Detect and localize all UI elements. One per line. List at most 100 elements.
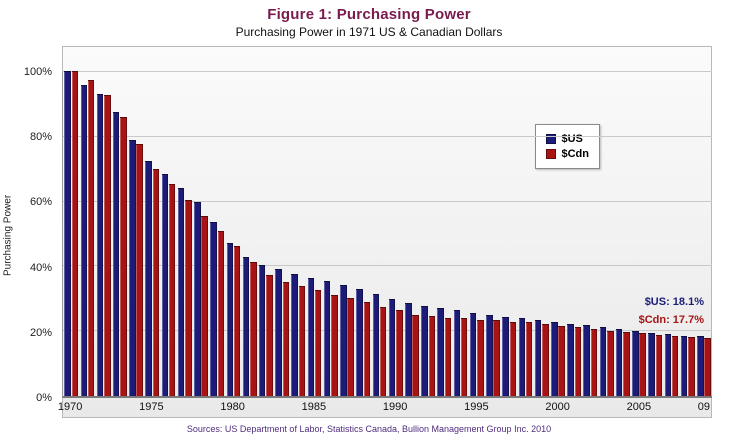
bar-cdn-1985	[314, 290, 322, 396]
bar-cdn-1982	[266, 274, 273, 396]
bar-us-1997	[502, 316, 509, 396]
bar-cdn-1987	[347, 298, 354, 396]
gridline	[63, 71, 712, 72]
y-tick-label: 100%	[23, 66, 52, 78]
bar-us-2002	[583, 325, 590, 396]
bar-us-1971	[80, 84, 87, 396]
bar-us-1992	[421, 305, 428, 396]
bar-cdn-1999	[542, 323, 549, 396]
bar-us-1993	[437, 308, 444, 396]
bar-cdn-1979	[217, 230, 225, 396]
bar-cdn-1973	[120, 116, 127, 396]
bar-us-1970	[64, 71, 71, 396]
bar-cdn-1980	[233, 245, 241, 396]
bar-cdn-1995	[477, 319, 484, 396]
bar-us-1980	[226, 242, 234, 396]
x-tick-label: 1995	[464, 401, 489, 413]
x-tick-label: 09	[697, 401, 710, 413]
x-tick-label: 1980	[220, 401, 245, 413]
gridline	[63, 265, 712, 267]
bar-us-1986	[323, 280, 331, 396]
bar-cdn-1984	[298, 286, 306, 396]
bar-cdn-1992	[428, 315, 436, 396]
gridline	[63, 135, 712, 137]
chart-subtitle: Purchasing Power in 1971 US & Canadian D…	[235, 25, 503, 39]
bar-us-1988	[356, 289, 363, 396]
x-tick-label: 1990	[382, 401, 408, 413]
legend: $US $Cdn	[534, 124, 600, 169]
y-tick-label: 40%	[29, 261, 52, 274]
y-tick-label: 0%	[36, 392, 52, 404]
bar-cdn-1981	[250, 262, 257, 396]
bar-us-1974	[129, 140, 136, 396]
bar-us-1981	[242, 256, 250, 396]
legend-label-us: $US	[561, 133, 583, 145]
bar-us-1998	[518, 317, 526, 396]
bar-cdn-1991	[412, 314, 419, 396]
bar-cdn-2003	[607, 330, 614, 396]
x-axis-tick-labels: 1970 1975 1980 1985 1990 1995 2000 2005 09	[58, 401, 712, 415]
bar-us-2008	[680, 336, 688, 396]
bar-cdn-1990	[396, 310, 403, 396]
bar-cdn-1996	[493, 320, 500, 396]
bar-us-2007	[664, 334, 672, 396]
bar-cdn-2002	[590, 329, 598, 396]
bar-cdn-1974	[136, 144, 143, 396]
bar-cdn-1994	[460, 317, 468, 396]
bar-us-1984	[291, 274, 298, 396]
x-tick-label: 1985	[301, 401, 327, 413]
bar-us-2009	[697, 336, 704, 396]
y-tick-label: 20%	[29, 326, 52, 339]
bar-cdn-1970	[71, 71, 79, 396]
y-axis-tick-labels: 0% 20% 40% 60% 80% 100%	[14, 66, 58, 404]
bar-us-1996	[486, 314, 493, 396]
bar-us-1973	[112, 111, 120, 396]
bar-us-2006	[648, 332, 655, 396]
bar-us-1983	[275, 268, 282, 396]
bar-cdn-1975	[152, 168, 160, 396]
bar-cdn-1997	[509, 321, 517, 396]
bar-cdn-2008	[688, 337, 695, 396]
bar-us-1999	[534, 319, 542, 396]
source-note: Sources: US Department of Labor, Statist…	[186, 424, 552, 434]
legend-item-us: $US	[545, 133, 590, 145]
bar-cdn-1988	[363, 302, 371, 396]
us-series-swatch	[545, 134, 556, 144]
bar-us-1972	[96, 94, 104, 396]
bar-us-1987	[340, 284, 347, 396]
bar-us-1976	[161, 174, 169, 396]
bar-us-2001	[567, 324, 574, 396]
x-tick-label: 2005	[626, 401, 652, 413]
bar-cdn-2000	[558, 325, 565, 396]
gridline	[63, 330, 712, 332]
y-tick-label: 60%	[29, 196, 52, 209]
bar-cdn-1971	[87, 80, 95, 396]
legend-item-cdn: $Cdn	[545, 148, 590, 160]
bar-cdn-1977	[185, 199, 192, 396]
bar-cdn-2005	[639, 333, 646, 396]
chart-title: Figure 1: Purchasing Power	[267, 6, 471, 23]
bar-cdn-2006	[655, 334, 663, 396]
bar-cdn-2004	[623, 332, 630, 396]
bar-us-1989	[372, 293, 380, 396]
plot-area: $US $Cdn $US: 18.1% $Cdn: 17.7%	[62, 71, 712, 398]
annotation-cdn-final-value: $Cdn: 17.7%	[638, 314, 704, 326]
bar-us-1977	[177, 187, 185, 396]
bar-cdn-1983	[282, 281, 289, 396]
annotation-us-final-value: $US: 18.1%	[644, 296, 704, 308]
bar-cdn-1989	[379, 306, 387, 396]
bar-us-1995	[469, 312, 477, 396]
bar-cdn-1998	[525, 322, 533, 396]
bar-us-1975	[145, 161, 152, 396]
cdn-series-swatch	[545, 149, 556, 159]
bar-cdn-2009	[704, 337, 711, 396]
bar-us-2004	[615, 328, 623, 396]
legend-label-cdn: $Cdn	[561, 148, 590, 160]
y-tick-label: 80%	[29, 131, 52, 144]
x-tick-label: 1970	[57, 401, 83, 413]
bar-cdn-1976	[168, 184, 176, 396]
bar-us-1982	[258, 265, 266, 396]
bar-cdn-1993	[444, 317, 452, 396]
bar-cdn-2001	[574, 327, 582, 396]
bar-us-1990	[388, 299, 396, 396]
